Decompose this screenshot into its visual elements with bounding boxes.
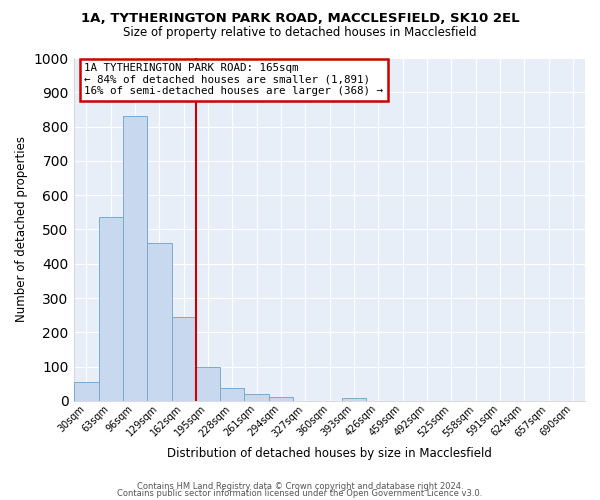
X-axis label: Distribution of detached houses by size in Macclesfield: Distribution of detached houses by size … [167,447,492,460]
Text: 1A TYTHERINGTON PARK ROAD: 165sqm
← 84% of detached houses are smaller (1,891)
1: 1A TYTHERINGTON PARK ROAD: 165sqm ← 84% … [85,63,383,96]
Bar [269,398,293,401]
Bar [196,368,220,401]
Text: 1A, TYTHERINGTON PARK ROAD, MACCLESFIELD, SK10 2EL: 1A, TYTHERINGTON PARK ROAD, MACCLESFIELD… [80,12,520,26]
Text: Contains public sector information licensed under the Open Government Licence v3: Contains public sector information licen… [118,490,482,498]
Bar [244,394,269,401]
Text: Size of property relative to detached houses in Macclesfield: Size of property relative to detached ho… [123,26,477,39]
Y-axis label: Number of detached properties: Number of detached properties [15,136,28,322]
Bar [172,317,196,401]
Bar [220,388,244,401]
Bar [123,116,147,401]
Text: Contains HM Land Registry data © Crown copyright and database right 2024.: Contains HM Land Registry data © Crown c… [137,482,463,491]
Bar [98,218,123,401]
Bar [342,398,366,401]
Bar [74,382,98,401]
Bar [147,243,172,401]
